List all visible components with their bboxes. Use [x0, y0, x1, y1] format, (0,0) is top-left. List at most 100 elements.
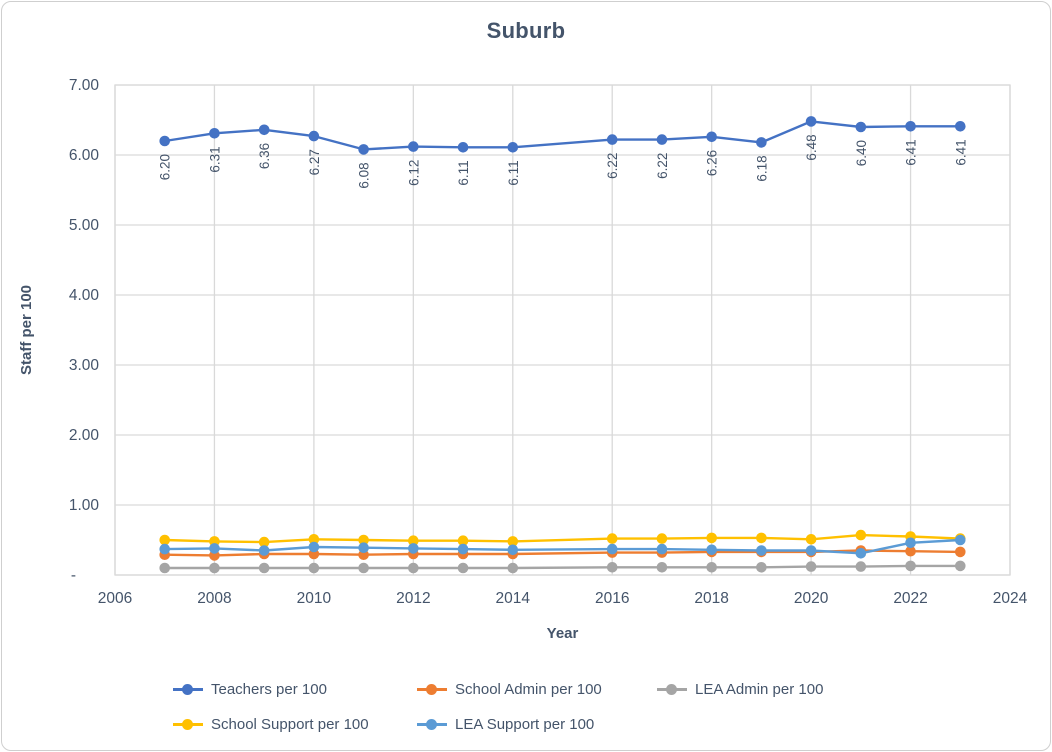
data-label: 6.11	[506, 160, 521, 185]
series-line	[164, 533, 961, 544]
x-axis-tick-label: 2018	[694, 590, 728, 607]
data-point-marker	[209, 543, 220, 554]
data-point-marker	[507, 142, 519, 153]
data-point-marker	[358, 144, 369, 155]
x-axis-tick-label: 2022	[893, 590, 927, 607]
data-label: 6.36	[257, 143, 272, 169]
data-point-marker	[457, 543, 469, 555]
data-label: 6.26	[705, 150, 720, 176]
data-point-marker	[954, 560, 966, 572]
data-point-marker	[507, 536, 519, 547]
data-point-marker	[507, 544, 519, 556]
data-point-marker	[408, 543, 419, 554]
x-axis-tick-label: 2006	[98, 590, 132, 607]
data-point-marker	[855, 548, 867, 559]
data-point-marker	[606, 562, 618, 573]
data-point-marker	[408, 141, 419, 152]
data-point-marker	[358, 534, 369, 546]
data-point-marker	[457, 535, 469, 546]
data-point-marker	[905, 545, 916, 557]
data-point-marker	[258, 536, 270, 548]
data-label: 6.27	[307, 149, 322, 175]
data-point-marker	[706, 544, 717, 556]
data-point-marker	[358, 562, 369, 574]
data-point-marker	[706, 131, 717, 143]
series-line	[164, 564, 961, 570]
y-axis-tick-label: 2.00	[69, 427, 100, 444]
data-point-marker	[756, 545, 767, 556]
data-point-marker	[805, 561, 817, 572]
y-axis-tick-label: 7.00	[69, 77, 100, 94]
data-point-marker	[805, 116, 817, 127]
data-point-marker	[258, 545, 270, 556]
data-point-marker	[507, 562, 519, 574]
y-axis-tick-label: 4.00	[69, 287, 100, 304]
data-label: 6.41	[904, 139, 919, 165]
series-line	[164, 538, 961, 555]
data-point-marker	[308, 534, 320, 545]
data-point-marker	[308, 541, 320, 553]
plot-border	[114, 84, 1011, 576]
data-point-marker	[905, 537, 916, 549]
y-axis-tick-label: 6.00	[69, 147, 100, 164]
data-point-marker	[606, 533, 618, 544]
data-point-marker	[905, 560, 916, 572]
data-point-marker	[656, 543, 668, 555]
data-point-marker	[954, 534, 966, 546]
data-point-marker	[855, 121, 867, 133]
data-point-marker	[159, 543, 171, 555]
data-point-marker	[209, 562, 220, 574]
series-line	[164, 120, 961, 151]
data-point-marker	[159, 534, 171, 546]
x-axis-tick-label: 2016	[595, 590, 629, 607]
data-point-marker	[258, 562, 270, 574]
data-label: 6.20	[158, 154, 173, 180]
data-point-marker	[408, 535, 419, 546]
x-axis-tick-label: 2012	[396, 590, 430, 607]
x-axis-tick-label: 2014	[496, 590, 531, 607]
data-label: 6.18	[754, 155, 769, 181]
data-label: 6.31	[207, 146, 222, 172]
data-point-marker	[805, 545, 817, 556]
data-point-marker	[855, 529, 867, 541]
data-label: 6.08	[357, 162, 372, 188]
chart-title: Suburb	[486, 18, 566, 43]
data-label: 6.22	[605, 153, 620, 179]
data-point-marker	[756, 532, 767, 544]
data-point-marker	[805, 534, 817, 545]
data-point-marker	[308, 562, 320, 574]
x-axis-tick-label: 2020	[794, 590, 829, 607]
data-point-marker	[606, 543, 618, 555]
data-point-marker	[706, 532, 717, 544]
y-axis-tick-label: -	[71, 567, 76, 584]
data-label: 6.41	[953, 139, 968, 165]
x-axis-title: Year	[546, 625, 579, 642]
data-label: 6.48	[804, 134, 819, 160]
y-axis-tick-label: 1.00	[69, 497, 100, 514]
data-point-marker	[656, 533, 668, 544]
data-point-marker	[159, 135, 171, 147]
x-axis-tick-label: 2010	[297, 590, 332, 607]
data-point-marker	[358, 542, 369, 553]
data-point-marker	[408, 562, 419, 574]
data-point-marker	[209, 128, 220, 139]
data-point-marker	[905, 121, 916, 132]
data-point-marker	[457, 142, 469, 153]
x-axis-tick-label: 2024	[993, 590, 1028, 607]
data-label: 6.40	[854, 140, 869, 166]
data-point-marker	[159, 562, 171, 574]
data-label: 6.22	[655, 153, 670, 179]
data-point-marker	[258, 124, 270, 136]
data-point-marker	[706, 562, 717, 573]
data-point-marker	[756, 137, 767, 148]
data-point-marker	[457, 562, 469, 574]
data-point-marker	[954, 546, 966, 558]
y-axis-tick-label: 3.00	[69, 357, 100, 374]
data-point-marker	[954, 121, 966, 132]
data-point-marker	[855, 561, 867, 572]
data-point-marker	[756, 562, 767, 573]
x-axis-tick-label: 2008	[197, 590, 231, 607]
data-point-marker	[656, 134, 668, 145]
